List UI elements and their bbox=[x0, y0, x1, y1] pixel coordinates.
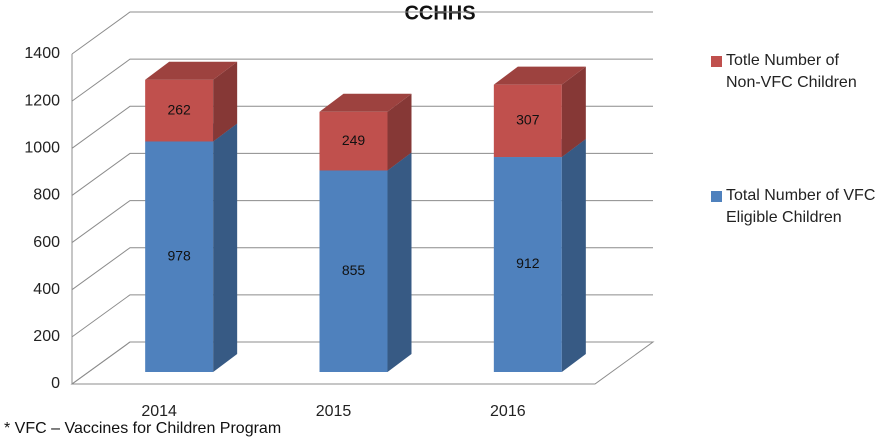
bar-side bbox=[213, 61, 238, 142]
y-tick-label: 1200 bbox=[24, 92, 60, 109]
x-tick-label: 2015 bbox=[316, 403, 352, 420]
bar-front bbox=[493, 157, 562, 372]
footnote: * VFC – Vaccines for Children Program bbox=[4, 420, 281, 437]
grid-line bbox=[71, 294, 653, 338]
data-label: 855 bbox=[342, 262, 366, 278]
legend-label: Total Number of VFC Eligible Children bbox=[726, 187, 875, 226]
bar-front bbox=[145, 79, 214, 142]
bar-side bbox=[387, 93, 412, 171]
bar-front bbox=[319, 111, 388, 171]
data-label: 307 bbox=[516, 112, 540, 128]
bar-top bbox=[319, 93, 412, 112]
bar-top bbox=[493, 66, 586, 85]
legend-swatch bbox=[711, 191, 722, 202]
data-label: 978 bbox=[167, 247, 191, 263]
y-tick-label: 200 bbox=[33, 328, 60, 345]
bar-side bbox=[561, 66, 586, 158]
grid-line bbox=[71, 341, 653, 385]
legend-label: Totle Number of Non-VFC Children bbox=[726, 52, 857, 91]
grid-line bbox=[71, 152, 653, 196]
bar-front bbox=[319, 170, 388, 372]
y-tick-label: 800 bbox=[33, 187, 60, 204]
grid-line bbox=[71, 11, 653, 55]
x-tick-label: 2014 bbox=[141, 403, 177, 420]
bar-front bbox=[145, 141, 214, 372]
data-label: 912 bbox=[516, 255, 540, 271]
bar-top bbox=[145, 61, 238, 80]
axes bbox=[70, 11, 655, 385]
grid-line bbox=[71, 58, 653, 102]
legend-swatch bbox=[711, 56, 722, 67]
x-tick-label: 2016 bbox=[490, 403, 526, 420]
y-tick-label: 1400 bbox=[24, 45, 60, 62]
grid-line bbox=[71, 200, 653, 243]
grid-line bbox=[71, 247, 653, 291]
bar-side bbox=[213, 123, 238, 372]
data-label: 262 bbox=[167, 101, 191, 117]
y-tick-label: 0 bbox=[51, 375, 60, 392]
data-label: 249 bbox=[342, 132, 366, 148]
bar-side bbox=[561, 139, 586, 372]
y-tick-label: 600 bbox=[33, 234, 60, 251]
chart-title: CCHHS bbox=[404, 2, 475, 24]
bar-side bbox=[387, 152, 412, 372]
grid-line bbox=[71, 105, 653, 149]
y-tick-label: 1000 bbox=[24, 140, 60, 157]
bar-front bbox=[493, 84, 562, 158]
y-tick-label: 400 bbox=[33, 281, 60, 298]
